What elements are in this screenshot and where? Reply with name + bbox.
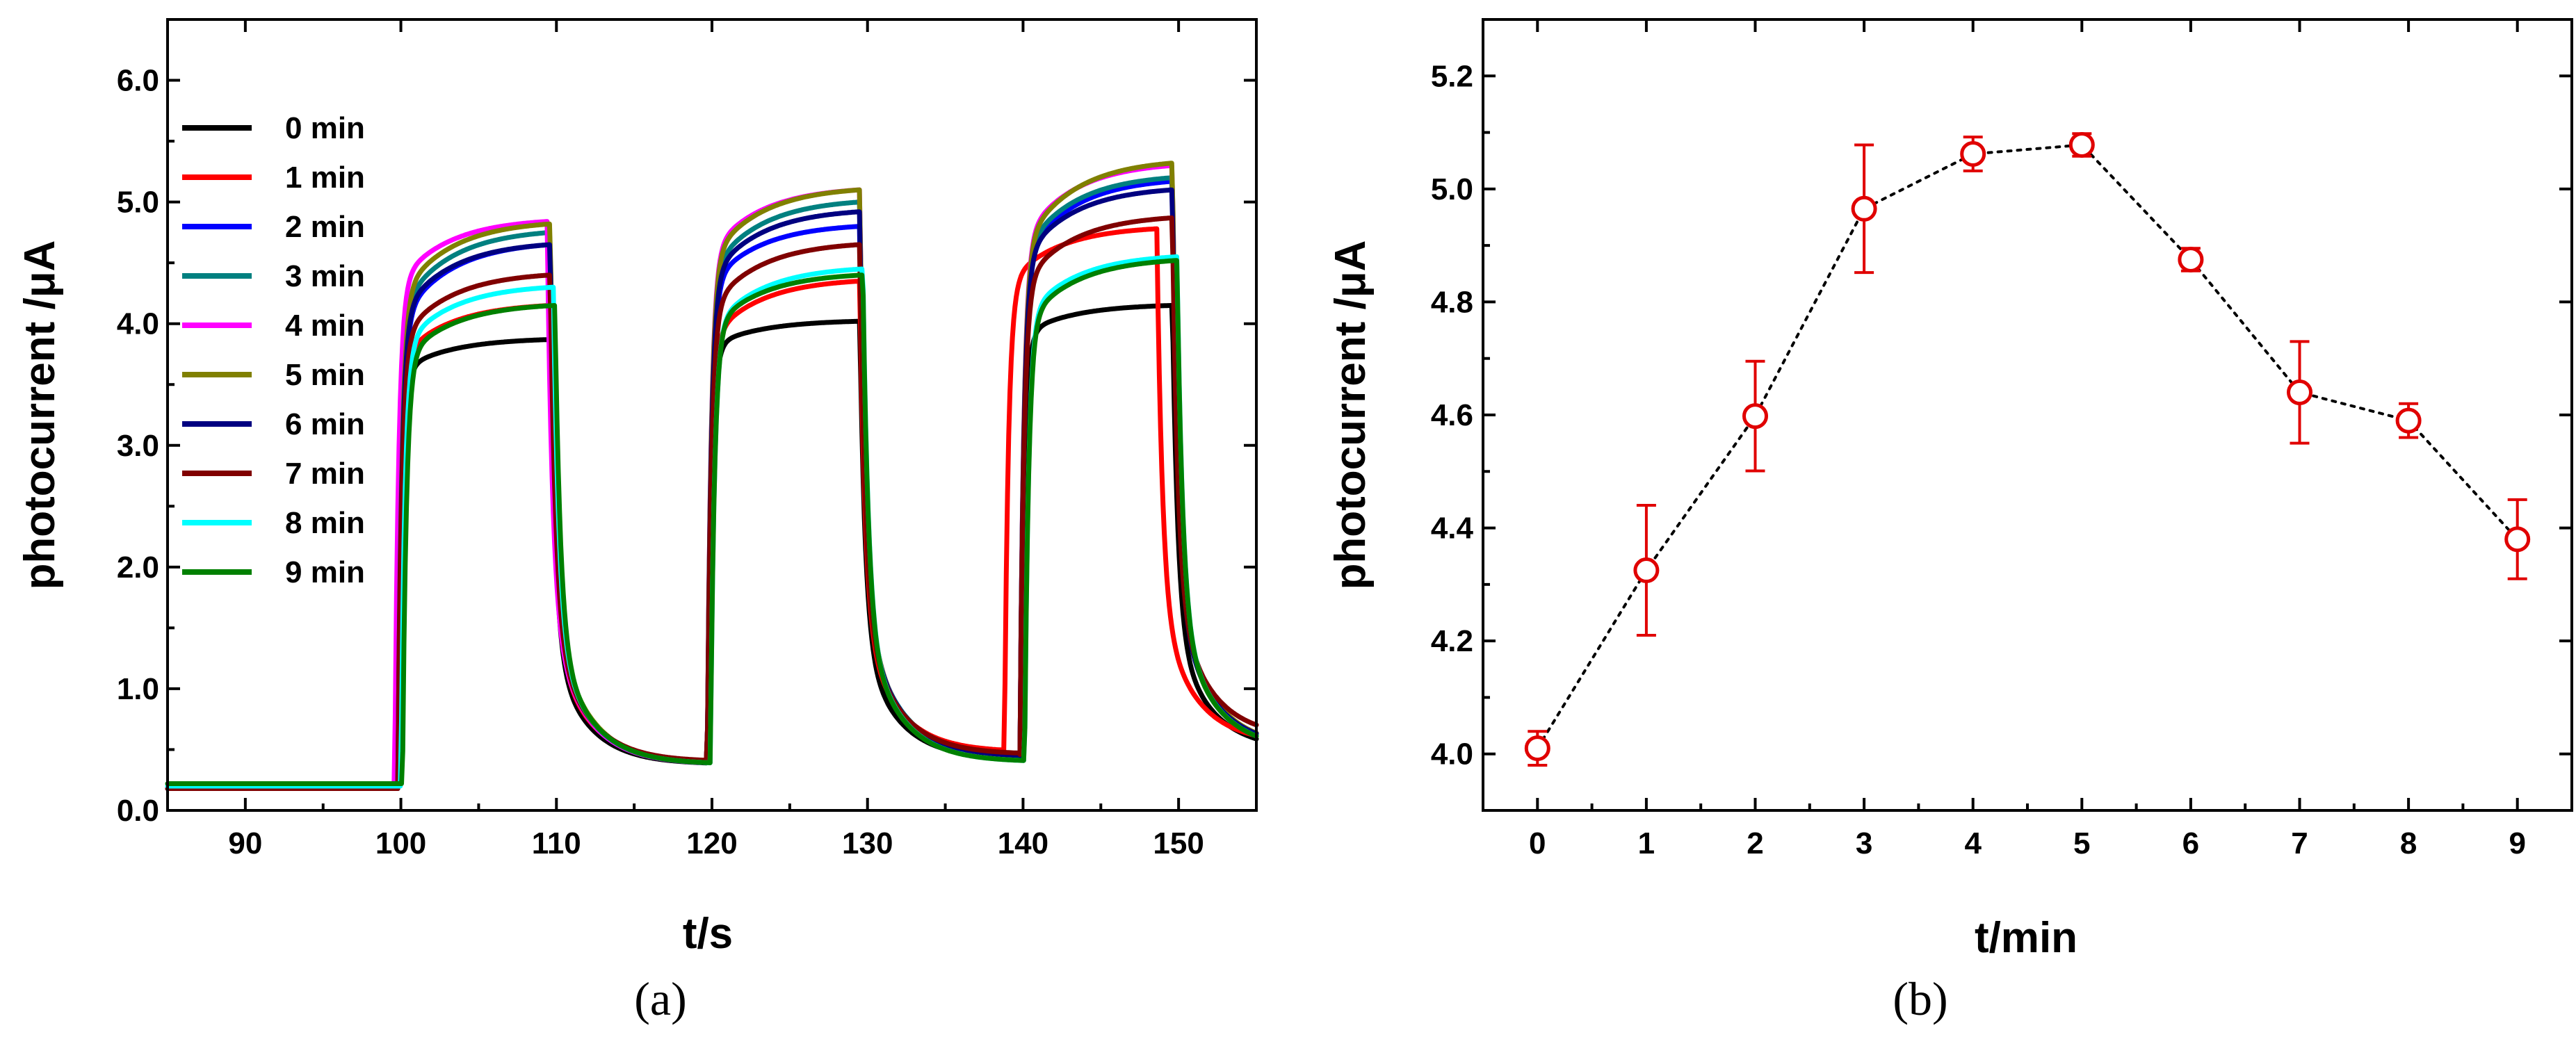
panel-a-y-tick-label: 3.0 (117, 429, 159, 463)
data-point (2068, 131, 2095, 158)
series-line-9-min (165, 258, 1259, 786)
legend-label: 7 min (285, 457, 365, 491)
panel-a-y-tick-label: 0.0 (117, 794, 159, 828)
data-point (1524, 735, 1550, 762)
data-point (1633, 557, 1660, 584)
legend-label: 8 min (285, 506, 365, 540)
panel-a: 90 100 110 120 130 140 150 0.0 1.0 2.0 3.0 4.0 5.0 6… (16, 18, 1259, 1025)
panel-b-x-tick-label: 2 (1747, 826, 1763, 860)
panel-b-y-tick-label: 4.8 (1431, 285, 1473, 319)
panel-b-y-tick-label: 4.6 (1431, 398, 1473, 432)
legend-label: 1 min (285, 161, 365, 195)
panel-a-x-tick-label: 140 (998, 826, 1048, 860)
panel-b-x-tick-label: 0 (1529, 826, 1546, 860)
panel-a-y-axis-title: photocurrent /μA (16, 240, 64, 590)
panel-b-y-tick-label: 4.4 (1431, 512, 1474, 546)
legend-label: 9 min (285, 555, 365, 589)
panel-b-label: (b) (1893, 972, 1947, 1025)
panel-a-y-tick-label: 1.0 (117, 672, 159, 706)
legend-label: 4 min (285, 309, 365, 343)
panel-a-y-tick-label: 5.0 (117, 186, 159, 220)
panel-b-y-tick-label: 5.0 (1431, 172, 1473, 206)
panel-a-y-tick-label: 4.0 (117, 307, 159, 341)
legend-label: 3 min (285, 259, 365, 293)
legend-label: 0 min (285, 111, 365, 145)
dotted-trend-line (1536, 143, 2519, 750)
panel-a-x-axis-title: t/s (683, 910, 733, 958)
panel-a-x-tick-label: 120 (686, 826, 737, 860)
panel-a-series-group (165, 161, 1259, 791)
data-point (2178, 246, 2204, 272)
panel-b-x-axis: 0 1 2 3 4 5 6 7 8 9 (1482, 19, 2573, 860)
panel-b-x-tick-label: 3 (1856, 826, 1872, 860)
panel-b-x-tick-label: 8 (2400, 826, 2417, 860)
panel-b: 0 1 2 3 4 5 6 7 8 9 4.0 4.2 4.4 4.6 4.8 5.0 5.2 t/min p… (1327, 18, 2573, 1025)
panel-a-y-axis: 0.0 1.0 2.0 3.0 4.0 5.0 6.0 (117, 64, 1256, 828)
panel-a-x-tick-label: 150 (1153, 826, 1204, 860)
panel-b-x-tick-label: 1 (1638, 826, 1655, 860)
panel-b-y-tick-label: 4.0 (1431, 737, 1473, 771)
data-point (1851, 195, 1877, 222)
data-point (2287, 379, 2312, 405)
panel-b-x-tick-label: 5 (2073, 826, 2090, 860)
panel-b-x-tick-label: 6 (2182, 826, 2199, 860)
panel-b-y-axis: 4.0 4.2 4.4 4.6 4.8 5.0 5.2 (1431, 59, 2572, 812)
panel-a-x-axis: 90 100 110 120 130 140 150 (166, 19, 1258, 860)
data-point (2504, 526, 2531, 553)
panel-b-y-tick-label: 4.2 (1431, 624, 1473, 658)
legend-label: 6 min (285, 407, 365, 441)
panel-a-x-tick-label: 130 (842, 826, 893, 860)
panel-a-y-tick-label: 2.0 (117, 550, 159, 585)
panel-a-legend: 0 min 1 min 2 min 3 min 4 min 5 min 6 min 7 min… (182, 111, 365, 589)
panel-a-y-tick-label: 6.0 (117, 64, 159, 98)
data-point (2395, 407, 2422, 434)
panel-a-x-tick-label: 90 (228, 826, 262, 860)
data-point (1742, 403, 1768, 430)
panel-b-y-tick-label: 5.2 (1431, 59, 1473, 93)
legend-label: 5 min (285, 358, 365, 392)
panel-a-x-tick-label: 100 (375, 826, 426, 860)
panel-b-x-tick-label: 4 (1964, 826, 1982, 860)
data-point (1960, 140, 1986, 167)
panel-b-x-tick-label: 7 (2291, 826, 2308, 860)
panel-b-marks-group (1524, 131, 2531, 767)
legend-label: 2 min (285, 210, 365, 244)
panel-a-label: (a) (634, 972, 686, 1025)
panel-a-x-tick-label: 110 (532, 826, 581, 860)
panel-b-x-tick-label: 9 (2509, 826, 2525, 860)
panel-b-x-axis-title: t/min (1975, 914, 2077, 962)
panel-b-y-axis-title: photocurrent /μA (1327, 240, 1375, 590)
